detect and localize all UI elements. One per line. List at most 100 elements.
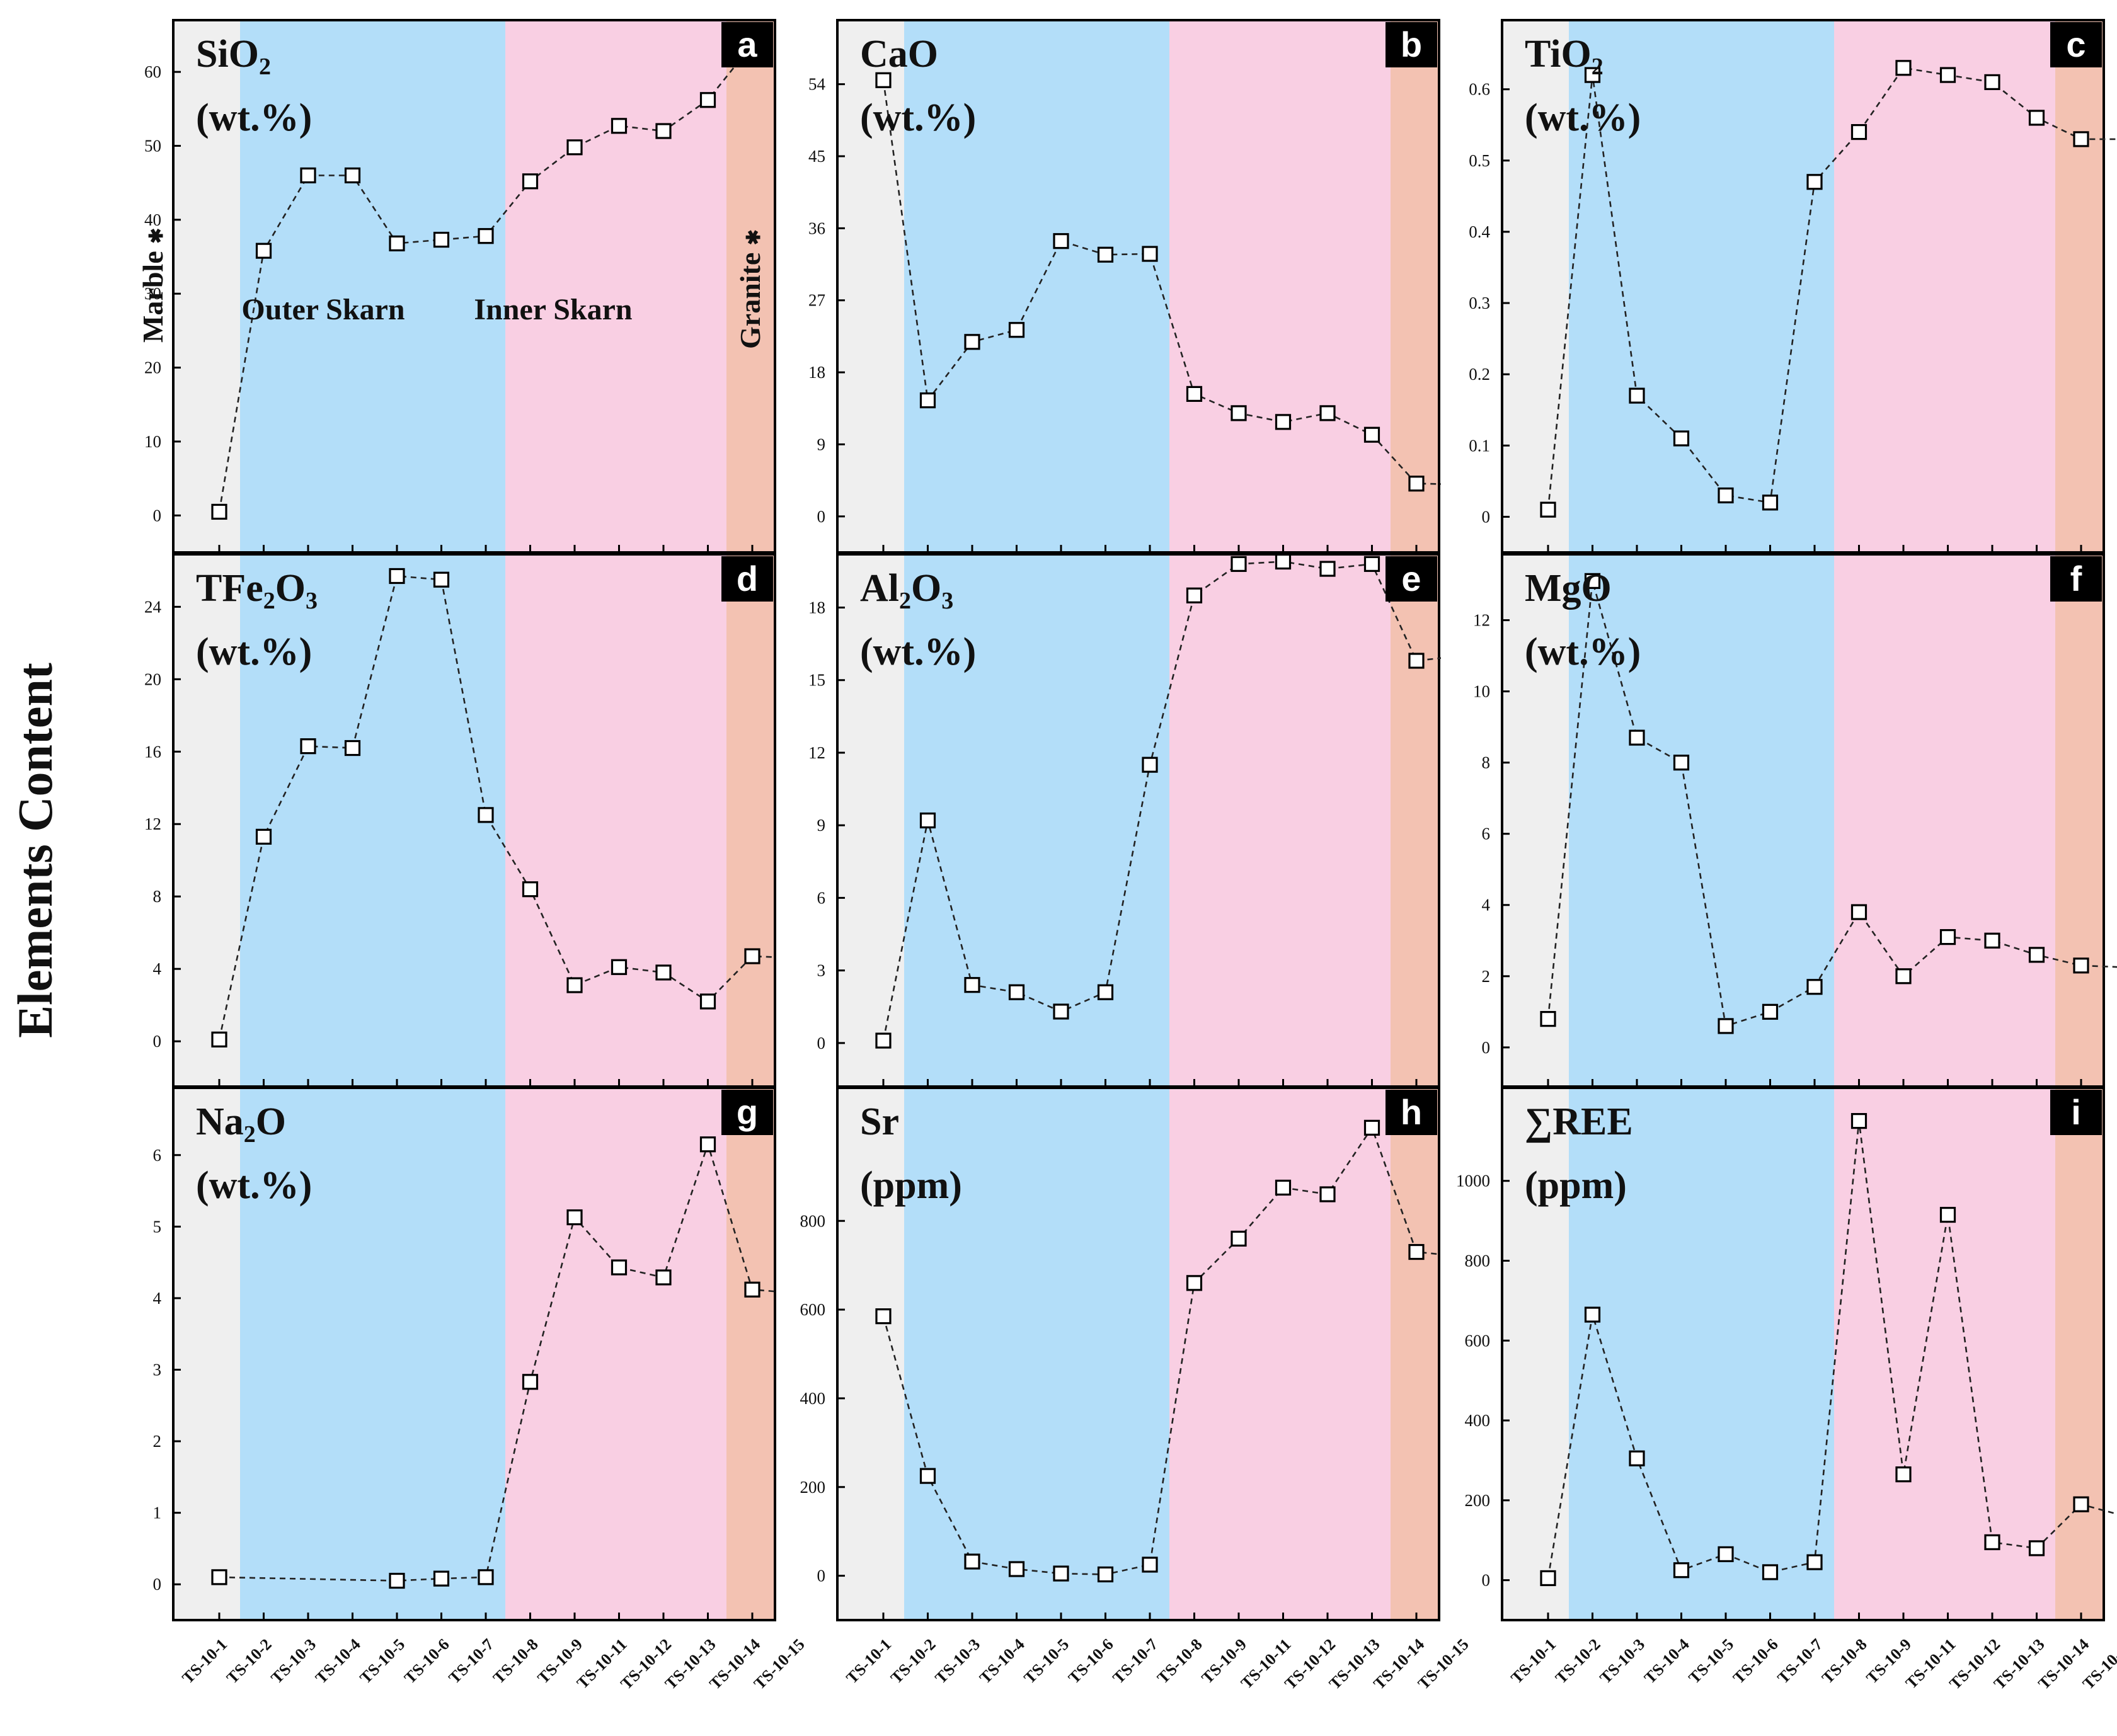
data-point bbox=[1762, 494, 1779, 511]
zone-marble-bg bbox=[173, 20, 240, 552]
title-subscript: 2 bbox=[263, 588, 275, 614]
zone-granite-bg bbox=[1391, 554, 1439, 1087]
plot-margin bbox=[776, 20, 837, 552]
panel-title: TiO2 bbox=[1525, 33, 1604, 80]
data-point bbox=[389, 1572, 405, 1589]
data-point bbox=[1895, 968, 1912, 985]
zone-marble-bg bbox=[837, 554, 904, 1087]
data-point bbox=[1363, 1119, 1380, 1136]
panel-badge-letter: e bbox=[1401, 559, 1421, 598]
y-tick-label: 3 bbox=[817, 961, 826, 980]
y-tick-label: 54 bbox=[808, 75, 826, 94]
data-point bbox=[1540, 501, 1556, 518]
zone-granite-bg bbox=[726, 1088, 775, 1620]
x-tick-label: TS-10-1 bbox=[178, 1635, 231, 1687]
y-tick-label: 18 bbox=[808, 598, 825, 617]
plot-frame bbox=[1501, 1087, 2105, 1621]
data-point bbox=[478, 1569, 494, 1585]
data-point bbox=[1097, 984, 1114, 1000]
zone-outer-bg bbox=[240, 1088, 505, 1620]
y-tick-label: 0 bbox=[153, 506, 162, 525]
data-point bbox=[433, 231, 450, 248]
zone-marble-bg bbox=[1502, 1088, 1569, 1620]
y-tick-label: 0 bbox=[153, 1575, 162, 1594]
zone-marble-bg bbox=[1502, 554, 1569, 1087]
zone-inner-bg bbox=[1169, 1088, 1391, 1620]
y-tick-label: 6 bbox=[817, 888, 826, 907]
panel-c: 0 0.1 0.2 0.3 0.4 0.5 0.6 TiO2 (wt.%) c bbox=[1441, 19, 2117, 554]
data-point bbox=[1895, 60, 1912, 76]
data-point bbox=[255, 828, 272, 845]
panel-badge-letter: d bbox=[737, 559, 758, 598]
x-tick-label: TS-10-5 bbox=[1020, 1635, 1072, 1687]
zone-inner-bg bbox=[1834, 554, 2055, 1087]
title-part: Sr bbox=[860, 1100, 899, 1143]
y-tick-label: 3 bbox=[153, 1360, 162, 1379]
data-point bbox=[1850, 123, 1867, 140]
y-tick-label: 8 bbox=[153, 887, 162, 906]
data-point bbox=[478, 807, 494, 823]
zone-outer-bg bbox=[1569, 20, 1834, 552]
zone-granite-bg bbox=[2055, 20, 2104, 552]
panel-badge bbox=[2050, 556, 2102, 602]
panel-unit: (wt.%) bbox=[860, 631, 976, 673]
series-line bbox=[882, 1126, 1461, 1575]
title-subscript: 2 bbox=[259, 54, 271, 80]
data-point bbox=[1008, 984, 1025, 1000]
plot-margin bbox=[1441, 20, 1502, 552]
data-point bbox=[1275, 553, 1292, 570]
zone-outer-bg bbox=[904, 20, 1169, 552]
y-tick-label: 8 bbox=[1482, 753, 1491, 772]
panel-badge-letter: b bbox=[1401, 25, 1422, 64]
y-tick-label: 12 bbox=[1473, 611, 1490, 630]
title-part: SiO bbox=[196, 33, 259, 76]
data-point bbox=[699, 1136, 716, 1153]
data-point bbox=[1984, 74, 2000, 91]
panel-badge-letter: g bbox=[737, 1092, 758, 1132]
x-tick-label: TS-10-7 bbox=[445, 1635, 497, 1687]
panel-badge-letter: i bbox=[2071, 1092, 2081, 1132]
data-point bbox=[1673, 755, 1690, 771]
data-point bbox=[1629, 387, 1645, 404]
data-point bbox=[744, 948, 760, 964]
panel-badge bbox=[1386, 22, 1437, 67]
y-tick-label: 0 bbox=[153, 1032, 162, 1051]
title-subscript: 2 bbox=[899, 588, 911, 614]
panel-title: Na2O bbox=[196, 1100, 286, 1148]
x-tick-label: TS-10-1 bbox=[1507, 1635, 1559, 1687]
zone-inner-bg bbox=[1834, 1088, 2055, 1620]
x-tick-label: TS-10-1 bbox=[842, 1635, 895, 1687]
data-point bbox=[1806, 979, 1823, 995]
panel-title: MgO bbox=[1525, 567, 1612, 610]
data-point bbox=[300, 167, 316, 184]
x-tick-label: TS-10-5 bbox=[356, 1635, 408, 1687]
data-point bbox=[522, 881, 539, 898]
data-point bbox=[566, 977, 583, 993]
y-tick-label: 4 bbox=[153, 1289, 162, 1308]
x-tick-label: TS-10-6 bbox=[1730, 1635, 1782, 1687]
zone-inner-bg bbox=[505, 1088, 726, 1620]
title-part: Na bbox=[196, 1100, 244, 1143]
data-point bbox=[1584, 67, 1601, 83]
zone-marble-bg bbox=[173, 1088, 240, 1620]
title-part: ∑REE bbox=[1525, 1100, 1633, 1143]
data-point bbox=[1806, 1554, 1823, 1570]
data-point bbox=[300, 738, 316, 755]
zone-label-marble: Marble ✱ bbox=[137, 228, 169, 343]
data-point bbox=[1142, 246, 1158, 262]
data-point bbox=[344, 167, 361, 184]
y-tick-label: 200 bbox=[1465, 1491, 1491, 1510]
panel-badge bbox=[721, 1090, 773, 1135]
data-point bbox=[1718, 1018, 1734, 1034]
plot-margin bbox=[112, 554, 173, 1087]
x-tick-label: TS-10-3 bbox=[267, 1635, 319, 1687]
zone-granite-bg bbox=[1391, 1088, 1439, 1620]
title-subscript: 2 bbox=[1592, 54, 1604, 80]
panel-unit: (ppm) bbox=[1525, 1164, 1627, 1207]
panel-badge bbox=[2050, 22, 2102, 67]
zone-label-inner: Inner Skarn bbox=[474, 293, 632, 326]
data-point bbox=[1673, 1562, 1690, 1579]
data-point bbox=[1408, 653, 1425, 669]
panel-badge bbox=[2050, 1090, 2102, 1135]
